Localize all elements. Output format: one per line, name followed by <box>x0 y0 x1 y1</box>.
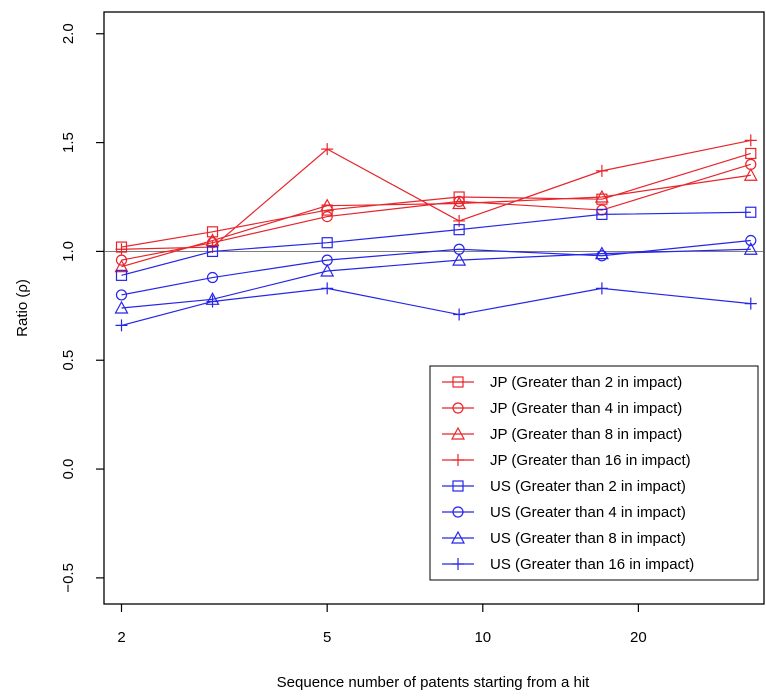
x-tick-label: 10 <box>474 629 491 646</box>
triangle-marker <box>114 259 129 273</box>
legend-label: JP (Greater than 4 in impact) <box>490 400 682 417</box>
y-tick-label: −0.5 <box>60 563 77 593</box>
series-line <box>121 163 751 261</box>
legend-label: JP (Greater than 16 in impact) <box>490 452 691 469</box>
triangle-marker <box>114 300 129 314</box>
series-7 <box>114 241 758 314</box>
triangle-marker <box>320 263 335 277</box>
square-marker <box>596 208 608 221</box>
triangle-marker <box>450 426 466 440</box>
series-line <box>121 287 751 326</box>
legend-entry: JP (Greater than 8 in impact) <box>442 426 682 443</box>
square-marker <box>452 480 464 492</box>
triangle-marker <box>320 198 335 212</box>
legend-label: US (Greater than 8 in impact) <box>490 530 686 547</box>
plus-marker <box>744 297 757 310</box>
legend: JP (Greater than 2 in impact) JP (Greater… <box>429 365 759 581</box>
plus-marker <box>452 558 464 570</box>
x-axis: 2 5 10 20 <box>117 604 647 646</box>
legend-entry: US (Greater than 2 in impact) <box>442 478 686 495</box>
square-marker <box>745 147 757 160</box>
series-layer <box>114 134 758 332</box>
y-tick-label: 2.0 <box>60 23 77 44</box>
triangle-marker <box>743 241 758 255</box>
x-tick-label: 5 <box>323 629 331 646</box>
series-line <box>121 248 751 309</box>
plus-marker <box>452 454 464 466</box>
series-line <box>121 174 751 268</box>
series-1 <box>115 147 757 253</box>
circle-marker <box>321 210 333 223</box>
circle-marker <box>452 506 464 518</box>
legend-label: US (Greater than 4 in impact) <box>490 504 686 521</box>
legend-entry: US (Greater than 16 in impact) <box>442 556 694 573</box>
square-marker <box>453 191 465 203</box>
circle-marker <box>452 402 464 414</box>
x-axis-label: Sequence number of patents starting from… <box>277 674 591 691</box>
y-tick-label: 1.5 <box>60 132 77 153</box>
x-tick-label: 20 <box>630 629 647 646</box>
square-marker <box>321 237 333 249</box>
plus-marker <box>115 319 128 332</box>
plus-marker <box>321 282 334 295</box>
circle-marker <box>745 234 757 247</box>
legend-box <box>429 365 759 581</box>
series-line <box>121 211 751 276</box>
legend-label: JP (Greater than 2 in impact) <box>490 374 682 391</box>
legend-label: JP (Greater than 8 in impact) <box>490 426 682 443</box>
triangle-marker <box>450 530 466 544</box>
triangle-marker <box>594 189 609 203</box>
plus-marker <box>206 295 219 308</box>
legend-entry: JP (Greater than 16 in impact) <box>442 452 691 469</box>
series-5 <box>115 206 757 281</box>
circle-marker <box>115 289 128 301</box>
square-marker <box>115 269 128 281</box>
y-tick-label: 1.0 <box>60 241 77 262</box>
plus-marker <box>744 134 757 147</box>
y-axis: −0.5 0.0 0.5 1.0 1.5 2.0 <box>60 23 104 593</box>
plus-marker <box>595 282 608 295</box>
legend-label: US (Greater than 2 in impact) <box>490 478 686 495</box>
legend-entry: JP (Greater than 4 in impact) <box>442 400 682 417</box>
x-tick-label: 2 <box>117 629 125 646</box>
plus-marker <box>115 243 128 256</box>
plus-marker <box>321 143 334 156</box>
y-axis-label: Ratio (ρ) <box>14 279 31 337</box>
legend-label: US (Greater than 16 in impact) <box>490 556 694 573</box>
triangle-marker <box>743 167 758 181</box>
square-marker <box>206 226 219 238</box>
y-tick-label: 0.0 <box>60 459 77 480</box>
plot-frame <box>103 11 765 605</box>
triangle-marker <box>452 252 467 266</box>
legend-entry: US (Greater than 8 in impact) <box>442 530 686 547</box>
plus-marker <box>595 164 608 177</box>
y-tick-label: 0.5 <box>60 350 77 371</box>
square-marker <box>453 224 465 236</box>
series-line <box>121 152 751 248</box>
series-line <box>121 139 751 250</box>
triangle-marker <box>594 246 609 260</box>
plus-marker <box>453 308 466 321</box>
square-marker <box>452 376 464 388</box>
series-8 <box>115 282 757 332</box>
triangle-marker <box>452 196 467 210</box>
circle-marker <box>206 271 219 284</box>
square-marker <box>745 206 757 218</box>
series-3 <box>114 167 758 273</box>
series-line <box>121 239 751 296</box>
square-marker <box>206 245 219 258</box>
legend-entry: US (Greater than 4 in impact) <box>442 504 686 521</box>
legend-entry: JP (Greater than 2 in impact) <box>442 374 682 391</box>
